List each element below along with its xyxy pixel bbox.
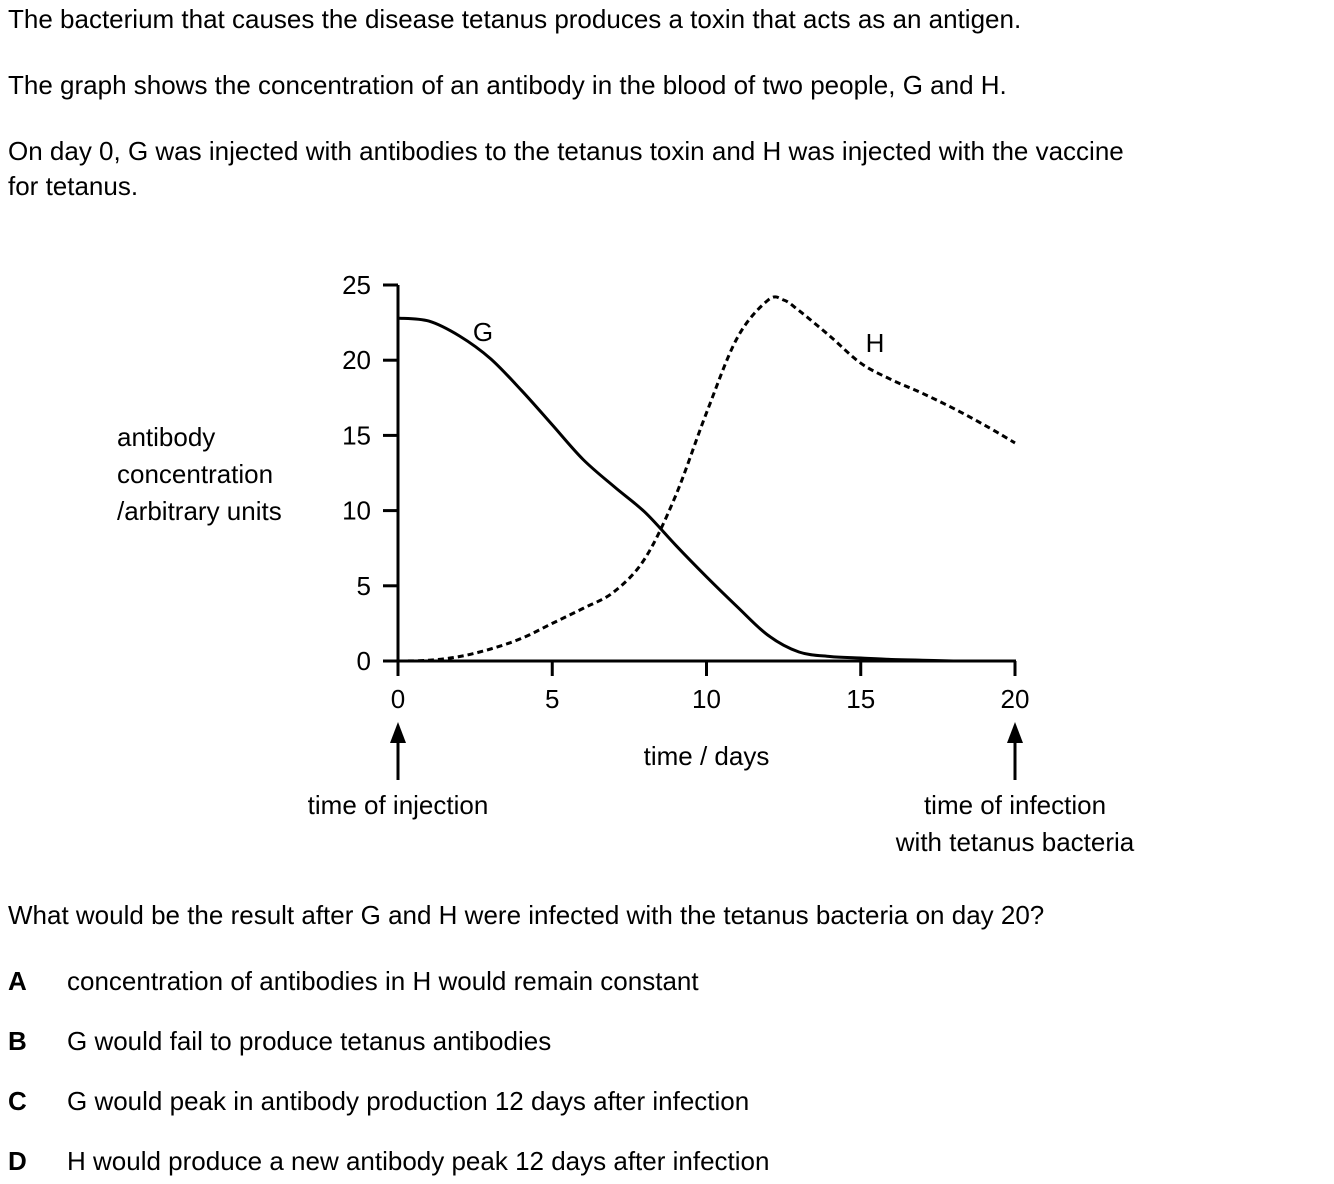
question-text: What would be the result after G and H w…: [8, 900, 1045, 930]
y-axis-label: antibody concentration/arbitrary units: [117, 422, 282, 526]
arrow-up-icon: [390, 722, 406, 743]
y-tick-label: 5: [357, 571, 371, 601]
x-tick-label: 10: [692, 684, 721, 714]
option-text: G would fail to produce tetanus antibodi…: [67, 1026, 552, 1056]
series-g-label: G: [473, 317, 493, 347]
x-tick-label: 15: [846, 684, 875, 714]
arrow-label-2: with tetanus bacteria: [895, 827, 1135, 857]
arrow-up-icon: [1007, 722, 1023, 743]
x-tick-label: 5: [545, 684, 559, 714]
y-tick-label: 15: [342, 420, 371, 450]
intro-line-2: The graph shows the concentration of an …: [8, 70, 1007, 100]
y-axis-label-line: concentration: [117, 459, 273, 489]
y-tick-label: 0: [357, 646, 371, 676]
intro-line-3-continued: for tetanus.: [8, 171, 139, 201]
chart-arrows: time of injection time of infection with t…: [308, 722, 1135, 857]
y-tick-label: 25: [342, 270, 371, 300]
option-text: concentration of antibodies in H would r…: [67, 966, 699, 996]
series-h-line: [397, 295, 1016, 663]
y-tick-label: 20: [342, 345, 371, 375]
option-letter: A: [8, 966, 27, 996]
x-tick-label: 20: [1001, 684, 1030, 714]
y-tick-label: 10: [342, 496, 371, 526]
series-g-line: [397, 316, 954, 663]
option-text: H would produce a new antibody peak 12 d…: [67, 1146, 770, 1176]
x-tick-label: 0: [391, 684, 405, 714]
option-letter: C: [8, 1086, 27, 1116]
chart-ticks: 0 5 10 15 20 25 0 5 10 15 20: [342, 270, 1029, 714]
option-letter: B: [8, 1026, 27, 1056]
x-axis-label: time / days: [644, 741, 770, 771]
option-text: G would peak in antibody production 12 d…: [67, 1086, 750, 1116]
intro-line-1: The bacterium that causes the disease te…: [8, 4, 1022, 34]
option-letter: D: [8, 1146, 27, 1176]
series-h-label: H: [866, 328, 885, 358]
y-axis-label-line: /arbitrary units: [117, 496, 282, 526]
intro-line-3: On day 0, G was injected with antibodies…: [8, 136, 1124, 166]
y-axis-label-line: antibody: [117, 422, 215, 452]
arrow-label-2: time of infection: [924, 790, 1106, 820]
arrow-label-1: time of injection: [308, 790, 489, 820]
